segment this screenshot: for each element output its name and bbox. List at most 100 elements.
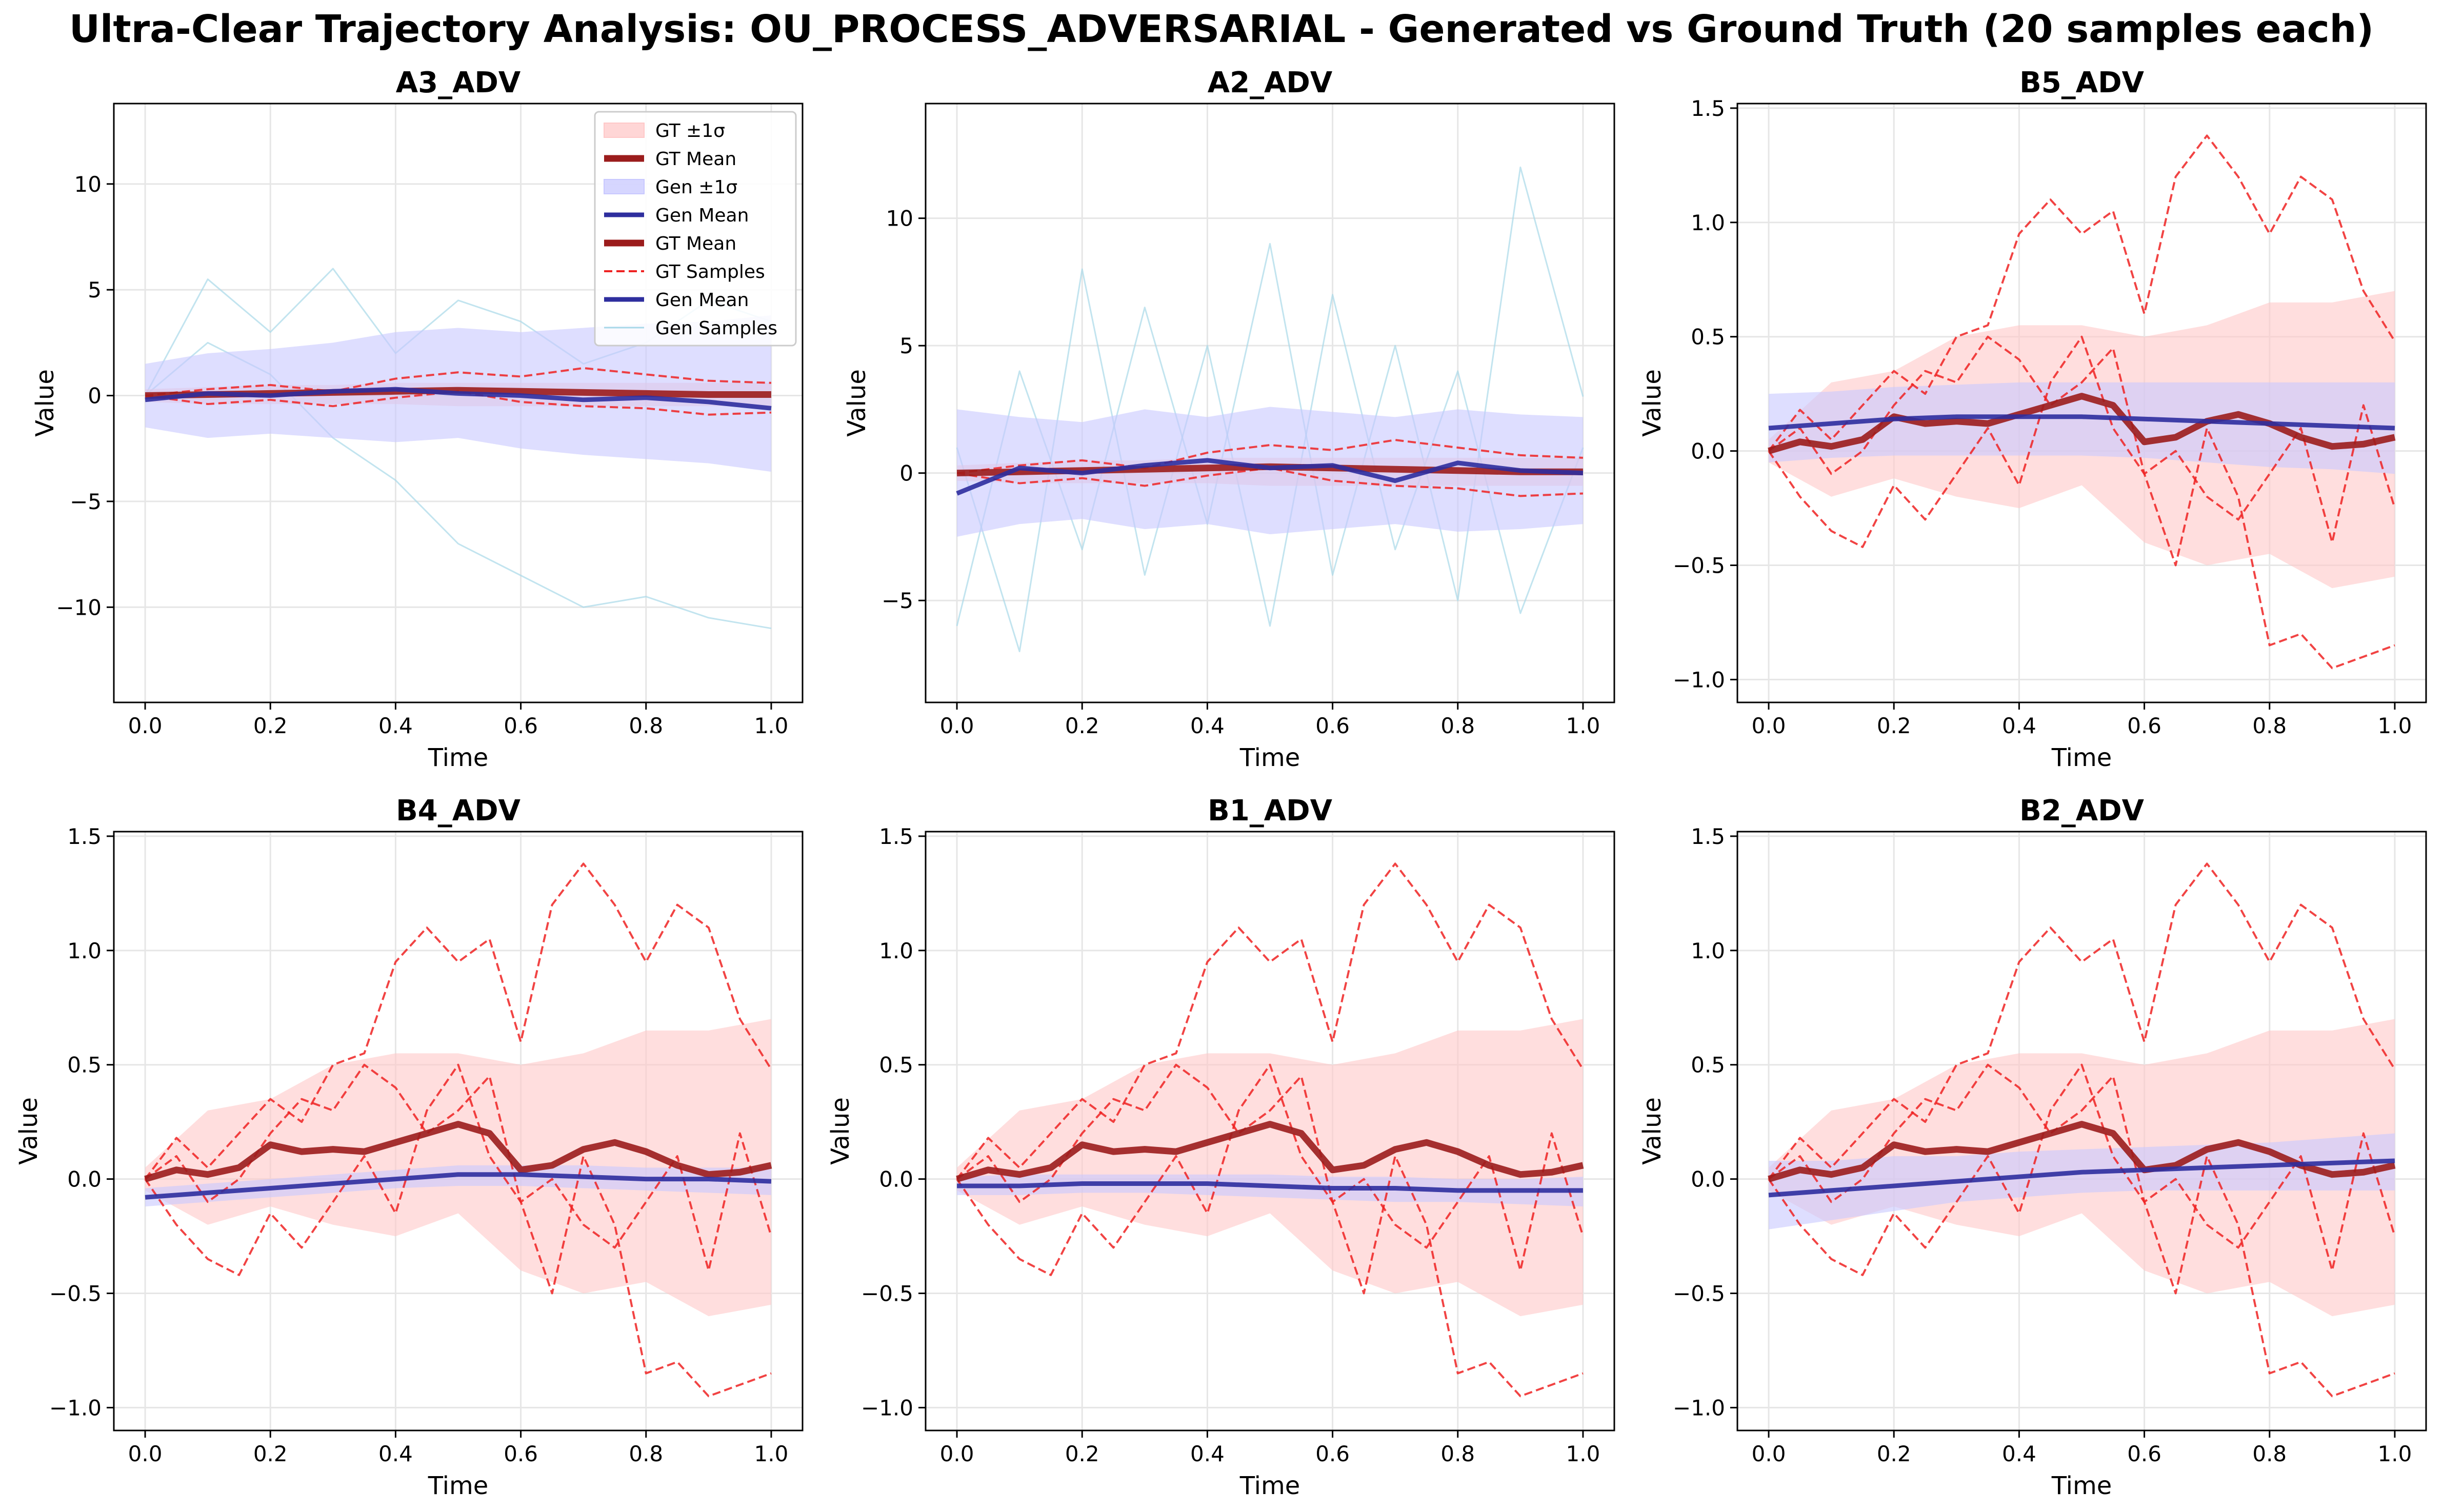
gen-mean-line <box>1768 1158 2395 1198</box>
subplot-title: B2_ADV <box>2019 794 2144 828</box>
x-tick-label: 0.6 <box>2127 1441 2161 1466</box>
gen-std-band <box>1769 382 2395 474</box>
legend-box <box>594 111 797 347</box>
x-tick-label: 1.0 <box>2378 1441 2412 1466</box>
axes-frame <box>925 831 1615 1432</box>
legend: GT ±1σ GT Mean Gen ±1σ Gen Mean GT Mean GT Sa… <box>594 111 797 347</box>
axes-frame <box>1736 831 2427 1432</box>
axes-frame <box>113 103 804 703</box>
x-tick-label: 1.0 <box>1566 1441 1600 1466</box>
x-tick-label: 0.4 <box>2002 713 2036 738</box>
x-tick-label: 0.8 <box>1440 713 1475 738</box>
x-tick-label: 1.0 <box>1566 713 1600 738</box>
x-tick-label: 0.8 <box>629 1441 663 1466</box>
x-tick-label: 0.0 <box>1752 713 1786 738</box>
gen-mean-line <box>956 458 1584 496</box>
gt-sample-line <box>956 1063 1584 1398</box>
legend-swatch <box>604 179 645 194</box>
subplot-b1-adv: 0.0 0.2 0.4 0.6 0.8 1.0 −1.0 −0.5 0.0 0.5 1.0 1.5 B1… <box>826 794 1615 1500</box>
y-tick-label: −1.0 <box>49 1395 102 1420</box>
plot-area <box>1768 134 2396 670</box>
gen-std-band <box>957 407 1583 537</box>
x-tick-label: 0.8 <box>2252 713 2287 738</box>
gt-std-band <box>957 1019 1583 1317</box>
subplot-title: A2_ADV <box>1208 66 1333 99</box>
gt-sample-line <box>1768 134 2396 452</box>
y-tick-label: 1.0 <box>1691 210 1725 235</box>
y-tick-label: 0.0 <box>67 1167 102 1192</box>
x-tick-label: 0.2 <box>1877 1441 1911 1466</box>
gt-sample-line <box>956 439 1584 474</box>
y-tick-label: 5 <box>88 277 102 303</box>
x-tick-label: 0.4 <box>378 713 413 738</box>
legend-label: Gen ±1σ <box>655 177 737 198</box>
subplot-b2-adv: 0.0 0.2 0.4 0.6 0.8 1.0 −1.0 −0.5 0.0 0.5 1.0 1.5 B2… <box>1638 794 2427 1500</box>
y-tick-label: −0.5 <box>861 1281 913 1306</box>
legend-label: GT Samples <box>655 261 765 283</box>
legend-label: GT Mean <box>655 233 736 254</box>
y-tick-label: 0.5 <box>1691 1053 1725 1078</box>
y-tick-label: −1.0 <box>1673 1395 1725 1420</box>
y-tick-label: 10 <box>886 206 913 231</box>
gen-mean-line <box>145 387 772 411</box>
subplot-title: B4_ADV <box>396 794 520 828</box>
gen-mean-line <box>145 1172 772 1200</box>
x-tick-label: 0.4 <box>1190 713 1225 738</box>
gt-sample-line <box>956 862 1584 1180</box>
y-tick-label: 0.5 <box>1691 325 1725 350</box>
y-tick-label: 0 <box>88 384 102 409</box>
plot-area <box>1768 862 2396 1398</box>
y-tick-label: 0.0 <box>879 1167 913 1192</box>
subplot-title: B5_ADV <box>2019 66 2144 99</box>
x-tick-label: 0.4 <box>378 1441 413 1466</box>
gt-sample-line <box>144 1063 772 1398</box>
y-axis-label: Value <box>1638 1097 1667 1165</box>
x-tick-label: 0.2 <box>1065 1441 1099 1466</box>
subplot-a3-adv: 0.0 0.2 0.4 0.6 0.8 1.0 −10 −5 0 5 10 A3_ADV Time Val… <box>31 66 804 772</box>
y-tick-label: −0.5 <box>49 1281 102 1306</box>
x-axis-label: Time <box>2051 1471 2112 1500</box>
y-tick-label: 0.5 <box>879 1053 913 1078</box>
gen-mean-line <box>957 1181 1583 1193</box>
y-tick-label: 0.5 <box>67 1053 102 1078</box>
y-tick-label: 0.0 <box>1691 439 1725 464</box>
x-axis-label: Time <box>1239 1471 1300 1500</box>
x-tick-label: 0.0 <box>128 1441 163 1466</box>
x-tick-label: 0.6 <box>504 713 538 738</box>
gen-mean-line <box>1768 414 2395 431</box>
y-axis-label: Value <box>14 1097 43 1165</box>
y-axis-label: Value <box>843 369 871 437</box>
y-tick-label: −0.5 <box>1673 553 1725 578</box>
y-tick-label: 10 <box>74 172 102 197</box>
x-tick-label: 0.0 <box>940 713 974 738</box>
x-tick-label: 0.2 <box>253 1441 288 1466</box>
plot-area <box>956 166 1584 653</box>
subplot-title: B1_ADV <box>1208 794 1332 828</box>
x-axis-label: Time <box>428 1471 488 1500</box>
gt-mean-line <box>144 1121 772 1182</box>
x-tick-label: 0.8 <box>2252 1441 2287 1466</box>
x-axis-label: Time <box>2051 743 2112 772</box>
gt-sample-line <box>144 862 772 1180</box>
y-tick-label: 1.5 <box>879 824 913 849</box>
y-tick-label: 1.5 <box>1691 824 1725 849</box>
subplot-b4-adv: 0.0 0.2 0.4 0.6 0.8 1.0 −1.0 −0.5 0.0 0.5 1.0 1.5 B4… <box>14 794 804 1500</box>
legend-label: GT Mean <box>655 149 736 170</box>
legend-label: Gen Mean <box>655 290 749 311</box>
legend-label: GT ±1σ <box>655 120 725 142</box>
gt-mean-line <box>1768 1121 2396 1182</box>
legend-label: Gen Samples <box>655 318 777 339</box>
x-tick-label: 0.4 <box>2002 1441 2036 1466</box>
x-tick-label: 0.0 <box>940 1441 974 1466</box>
gen-sample-line <box>956 166 1584 627</box>
gen-std-band <box>1769 1133 2395 1229</box>
axes-frame <box>925 103 1615 703</box>
y-tick-label: −10 <box>56 595 102 620</box>
y-tick-label: 1.0 <box>879 938 913 963</box>
y-axis-label: Value <box>1638 369 1667 437</box>
x-tick-label: 0.8 <box>1440 1441 1475 1466</box>
x-axis-label: Time <box>428 743 488 772</box>
x-axis-label: Time <box>1239 743 1300 772</box>
x-tick-label: 0.2 <box>1877 713 1911 738</box>
y-tick-label: 1.0 <box>1691 938 1725 963</box>
